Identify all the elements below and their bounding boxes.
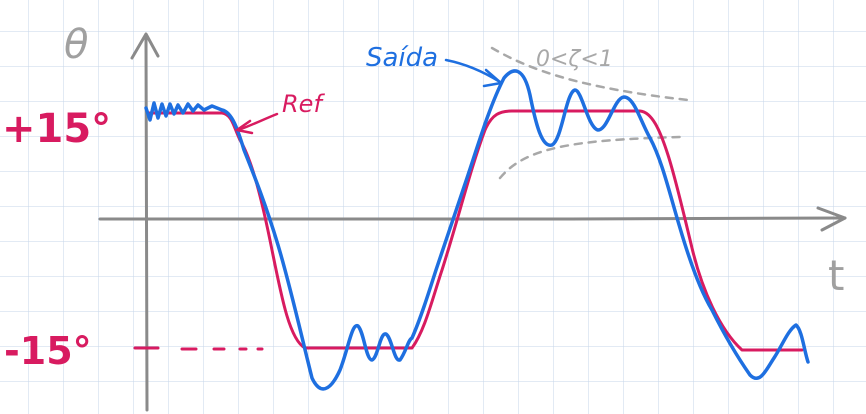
lower-level-label: -15° <box>4 329 92 373</box>
lower-envelope <box>498 135 682 180</box>
output-label-arrow <box>444 58 503 88</box>
reference-label: Ref <box>282 90 325 118</box>
y-axis-arrowhead <box>130 32 160 60</box>
upper-envelope <box>490 46 690 102</box>
axes <box>98 32 847 412</box>
x-axis-label: t <box>828 251 844 300</box>
output-label: Saída <box>366 43 438 73</box>
ref-label-arrow <box>235 112 279 135</box>
damping-envelope <box>490 46 690 180</box>
lower-level-guide <box>133 346 264 351</box>
y-axis-label: θ <box>64 22 88 68</box>
upper-level-label: +15° <box>2 106 111 152</box>
damping-label: 0<ζ<1 <box>536 47 613 72</box>
x-axis <box>98 216 847 221</box>
output-signal <box>144 69 810 391</box>
y-axis <box>144 36 149 412</box>
x-axis-arrowhead <box>816 206 847 232</box>
